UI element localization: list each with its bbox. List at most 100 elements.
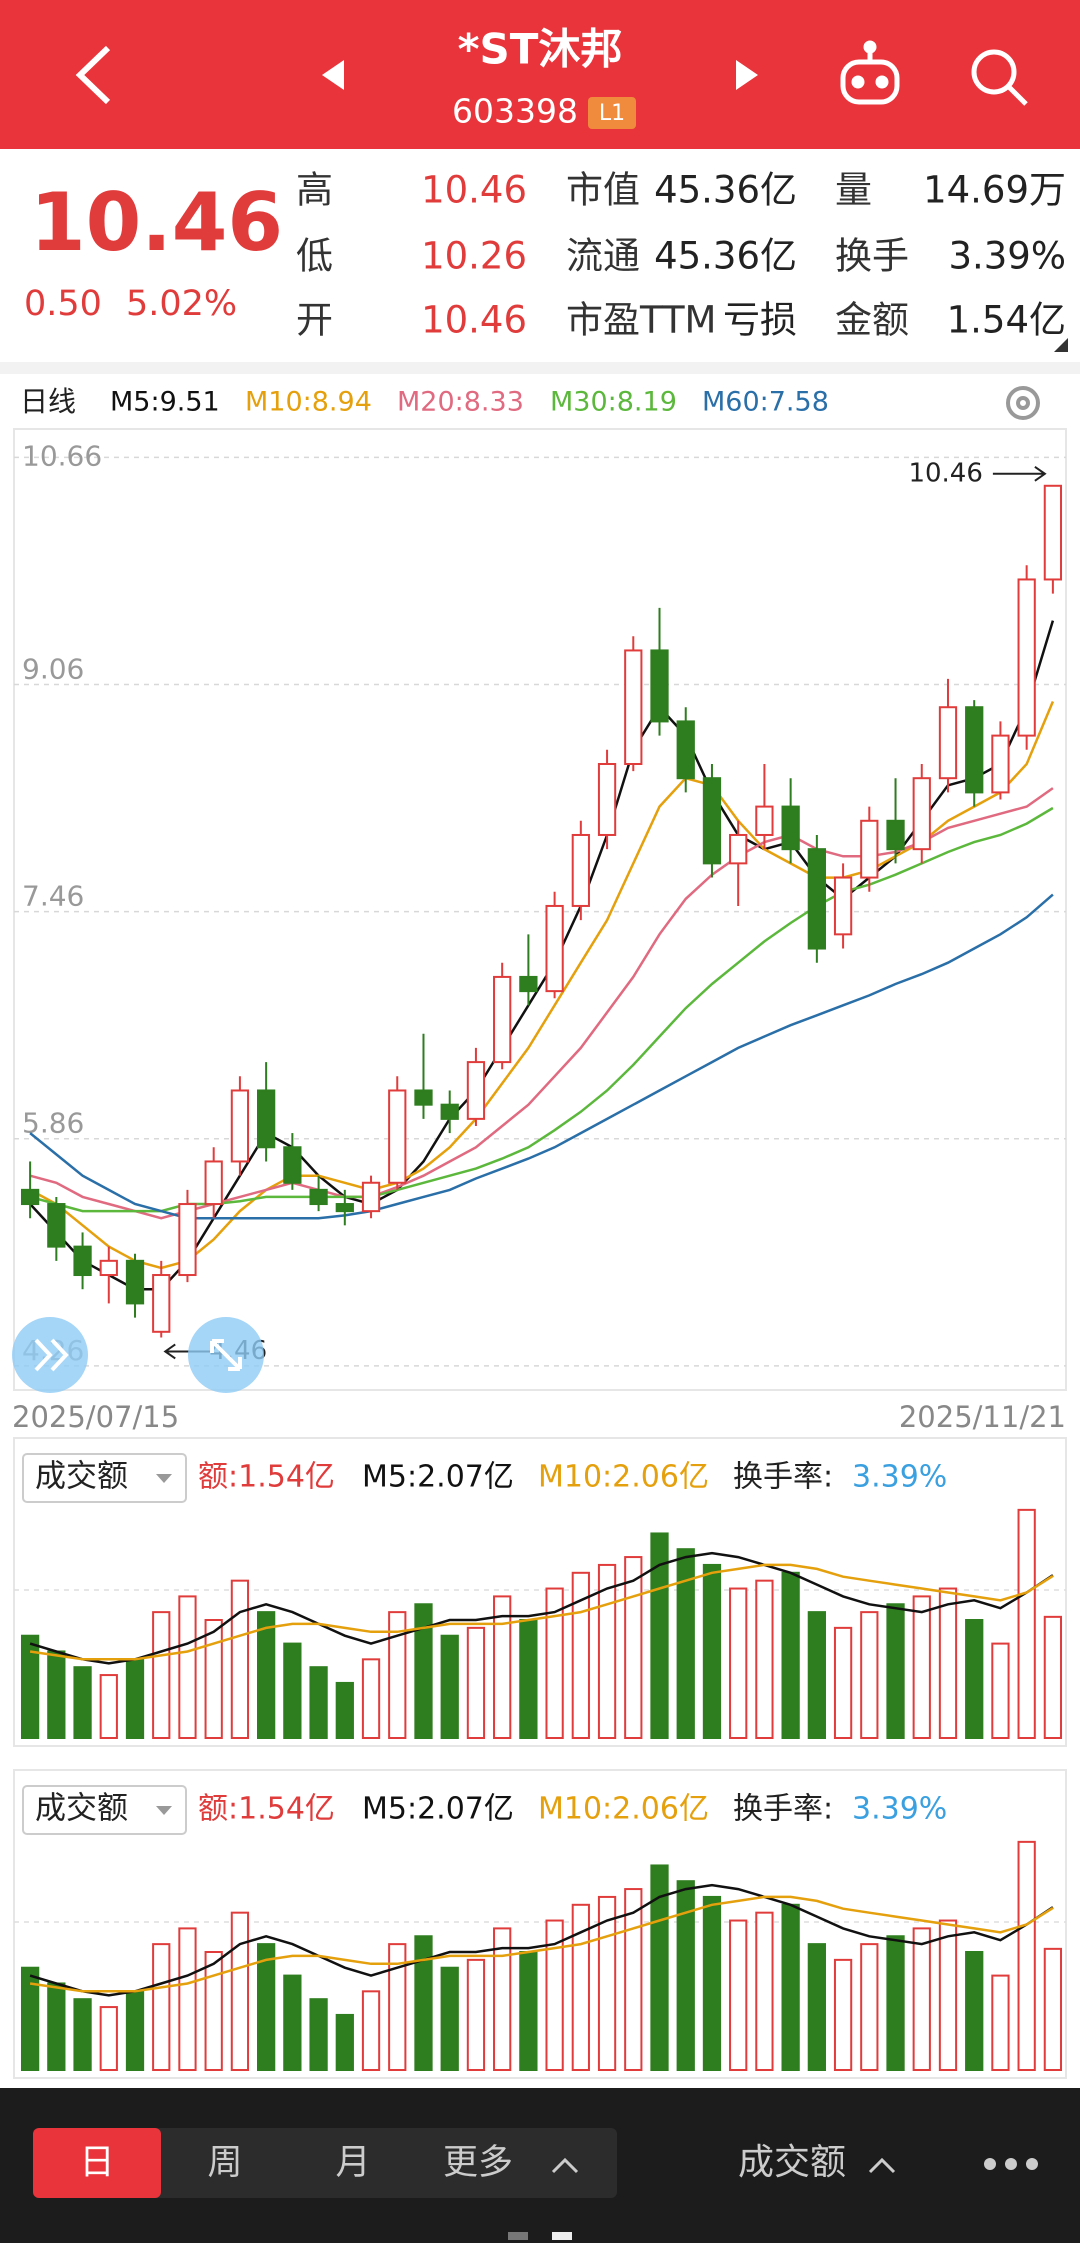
volume-bar [833,1958,853,2072]
field-value: 3.39% [948,235,1066,278]
volume-bar [125,1658,145,1740]
ma-line [29,806,1054,1213]
volume-bar [912,1595,931,1740]
volume-pane: 成交额 额:1.54亿 M5:2.07亿 M10:2.06亿 换手率: 3.39% [13,1437,1067,1747]
settings-icon[interactable] [1006,386,1040,420]
prev-stock[interactable] [322,60,344,90]
field-label: 高 [296,169,333,212]
high-mark-arrow [992,465,1047,482]
more-menu[interactable] [984,2158,1038,2170]
expand-corner[interactable] [1054,338,1068,352]
volume-bar [545,1587,564,1739]
volume-bar [545,1919,564,2071]
stock-code: 603398 [452,92,578,131]
candle-body [938,706,958,780]
volume-bar [1017,1840,1036,2072]
period-tab[interactable]: 日 [79,2143,114,2183]
field-label: 流通 [566,235,640,278]
candle-body [20,1188,40,1206]
volume-bar [388,1943,407,2071]
volume-ma-line [29,1883,1054,1997]
candle-body [991,734,1010,794]
volume-bar [466,1626,486,1740]
candle-body [152,1274,171,1333]
period-tab[interactable]: 更多 [443,2143,513,2183]
volume-bar [729,1919,748,2071]
candle-body [388,1089,407,1184]
search-icon[interactable] [971,49,1028,106]
volume-bar [886,1603,905,1740]
price-change-pct: 5.02% [126,284,237,324]
candle-body [335,1203,354,1213]
volume-bar [152,1611,171,1739]
indicator-title: 成交额 [35,1791,128,1827]
volume-bar [1017,1508,1036,1740]
y-tick-label: 9.06 [22,653,84,686]
period-label: 日线 [20,385,76,418]
ma-line [29,893,1054,1220]
next-stock[interactable] [736,60,758,90]
volume-bar [676,1548,695,1739]
candle-body [702,777,722,865]
indicator-button[interactable]: 成交额 [738,2142,846,2183]
volume-bar [99,2006,118,2071]
field-value: 1.54亿 [947,299,1066,342]
ma-legend-entry: M5:9.51 [110,387,220,418]
turnover-value: 3.39% [852,1460,947,1495]
volume-bar [781,1903,800,2072]
volume-bar [1043,1947,1063,2072]
volume-bar [361,1990,381,2072]
candle-body [597,763,617,836]
volume-bar [755,1579,774,1739]
indicator-caret [868,2157,896,2174]
volume-bar [125,1990,145,2072]
period-tab[interactable]: 月 [335,2143,370,2183]
indicator-dropdown[interactable] [22,1785,187,1835]
candle-body [676,720,695,780]
candle-body [361,1181,381,1213]
field-value: 45.36亿 [654,169,797,212]
ma-legend-entry: M30:8.19 [550,387,677,418]
volume-bar [414,1603,433,1740]
volume-bar [624,1888,643,2071]
indicator-dropdown[interactable] [22,1453,187,1503]
volume-bar [283,1642,302,1739]
volume-bar [230,1911,250,2071]
candle-body [755,805,774,836]
candle-body [493,975,512,1064]
field-label: 市值 [566,169,640,212]
volume-bar [20,1634,40,1739]
volume-bar [283,1974,302,2071]
chart-frame [13,428,1067,1391]
volume-legend: 额:1.54亿 [198,1460,335,1495]
robot-icon[interactable] [840,40,900,105]
volume-bar [571,1903,590,2072]
volume-bar [73,1998,92,2071]
volume-bar [571,1571,590,1740]
candle-body [257,1089,276,1149]
level-badge [588,97,636,129]
high-mark-label: 10.46 [908,458,982,488]
volume-bar [335,2013,354,2072]
period-tab[interactable]: 周 [207,2143,242,2183]
volume-bar [807,1611,826,1739]
ma-line [29,620,1055,1291]
volume-bar [309,1998,328,2071]
volume-bar [860,1943,879,2071]
candle-body [1043,484,1063,581]
field-label: 开 [296,299,333,342]
price-change: 0.50 [24,284,102,324]
candle-body [230,1089,250,1163]
volume-ma-legend: M5:2.07亿 [362,1460,514,1495]
volume-ma-line [29,1551,1054,1665]
volume-bar [152,1943,171,2071]
candle-body [283,1146,302,1184]
candle-body [545,904,564,993]
candle-body [47,1203,66,1248]
volume-bar [624,1556,643,1739]
volume-bar [755,1911,774,2071]
back-button[interactable] [75,45,111,105]
expand-left-icon [34,1338,69,1372]
page-indicator [508,2232,528,2240]
volume-bar [466,1958,486,2072]
